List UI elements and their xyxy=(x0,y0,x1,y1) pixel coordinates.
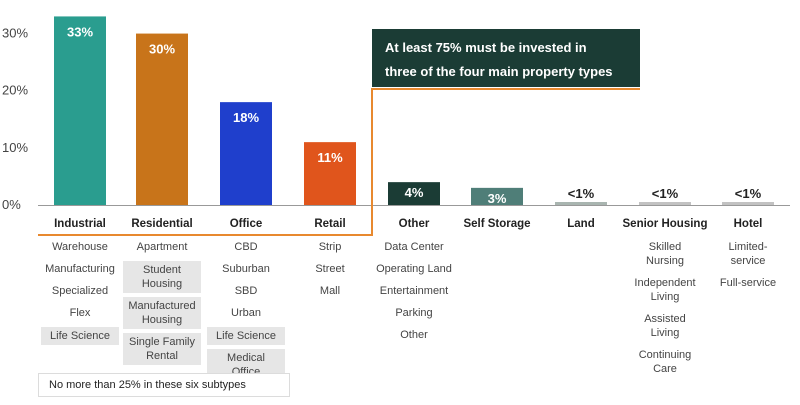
category-label: Retail xyxy=(314,218,345,230)
subtype-label: Single Family xyxy=(129,336,196,348)
subtype-label: service xyxy=(731,255,766,267)
bar-office xyxy=(220,102,272,205)
annotation-bracket xyxy=(38,88,640,236)
subtype-highlight xyxy=(207,327,285,345)
bar-senior-housing xyxy=(639,202,691,205)
bar-value-label: 18% xyxy=(233,110,259,125)
subtype-label: Parking xyxy=(395,307,432,319)
y-tick-label: 20% xyxy=(2,83,28,98)
subtype-highlight xyxy=(123,297,201,329)
y-tick-label: 10% xyxy=(2,140,28,155)
subtype-label: Continuing xyxy=(639,349,692,361)
category-label: Residential xyxy=(131,218,192,230)
bar-value-label: <1% xyxy=(568,186,595,201)
category-label: Industrial xyxy=(54,218,106,230)
y-axis: 0% 10% 20% 30% xyxy=(2,26,28,212)
subtype-label: Living xyxy=(651,291,680,303)
subtype-label: Medical xyxy=(227,352,265,364)
subtype-label: Street xyxy=(315,263,344,275)
subtype-label: Mall xyxy=(320,285,340,297)
bar-other xyxy=(388,182,440,205)
subtype-label: Skilled xyxy=(649,241,681,253)
bar-retail xyxy=(304,142,356,205)
bar-value-labels: 33% 30% 18% 11% 4% 3% <1% <1% <1% xyxy=(67,24,762,205)
category-label: Land xyxy=(567,218,594,230)
subtype-label: Housing xyxy=(142,278,182,290)
bar-value-label: 30% xyxy=(149,42,175,57)
category-label: Office xyxy=(230,218,263,230)
bar-residential xyxy=(136,33,188,206)
subtype-highlight xyxy=(123,261,201,293)
category-label: Hotel xyxy=(734,218,763,230)
subtype-label: Life Science xyxy=(50,330,110,342)
y-tick-label: 30% xyxy=(2,26,28,41)
bar-value-label: 4% xyxy=(405,185,424,200)
subtype-label: Manufacturing xyxy=(45,263,115,275)
y-tick-label: 0% xyxy=(2,197,21,212)
subtype-label: Student xyxy=(143,264,181,276)
subtype-label: SBD xyxy=(235,285,258,297)
category-labels: Industrial Residential Office Retail Other Se… xyxy=(38,218,763,236)
subtype-label: Manufactured xyxy=(128,300,195,312)
subtype-label: Housing xyxy=(142,314,182,326)
subtype-label: Flex xyxy=(70,307,91,319)
subtype-label: Living xyxy=(651,327,680,339)
bar-industrial xyxy=(54,16,106,205)
subtype-lists: Warehouse Manufacturing Specialized Flex Lif… xyxy=(41,241,776,381)
bar-value-label: 3% xyxy=(488,191,507,206)
subtype-label: Other xyxy=(400,329,428,341)
subtype-label: CBD xyxy=(234,241,257,253)
subtype-label: Operating Land xyxy=(376,263,452,275)
annotation-box xyxy=(372,29,640,87)
category-label: Senior Housing xyxy=(623,218,708,230)
annotation-callout: At least 75% must be invested in three of… xyxy=(38,29,640,236)
category-label: Self Storage xyxy=(463,218,530,230)
subtype-label: Warehouse xyxy=(52,241,108,253)
subtype-label: Strip xyxy=(319,241,342,253)
subtype-label: Nursing xyxy=(646,255,684,267)
subtype-label: Full-service xyxy=(720,277,776,289)
subtype-label: Suburban xyxy=(222,263,270,275)
subtype-label: Specialized xyxy=(52,285,108,297)
subtype-label: Care xyxy=(653,363,677,375)
note-box: No more than 25% in these six subtypes xyxy=(38,373,290,397)
subtype-label: Rental xyxy=(146,350,178,362)
bar-land xyxy=(555,202,607,205)
bars xyxy=(38,16,790,206)
bar-value-label: <1% xyxy=(652,186,679,201)
subtype-label: Apartment xyxy=(137,241,188,253)
subtype-label: Independent xyxy=(634,277,695,289)
subtype-label: Entertainment xyxy=(380,285,448,297)
bar-self-storage xyxy=(471,187,523,205)
subtype-highlight xyxy=(123,333,201,365)
annotation-line: three of the four main property types xyxy=(385,64,613,79)
subtype-label: Data Center xyxy=(384,241,444,253)
subtype-label: Life Science xyxy=(216,330,276,342)
note-text: No more than 25% in these six subtypes xyxy=(49,379,246,391)
subtype-label: Limited- xyxy=(728,241,767,253)
subtype-label: Urban xyxy=(231,307,261,319)
subtype-label: Assisted xyxy=(644,313,686,325)
category-label: Other xyxy=(399,218,430,230)
subtype-highlight xyxy=(41,327,119,345)
bar-value-label: 11% xyxy=(317,150,343,165)
annotation-line: At least 75% must be invested in xyxy=(385,40,587,55)
bar-value-label: 33% xyxy=(67,24,93,39)
bar-hotel xyxy=(722,202,774,205)
bar-value-label: <1% xyxy=(735,186,762,201)
